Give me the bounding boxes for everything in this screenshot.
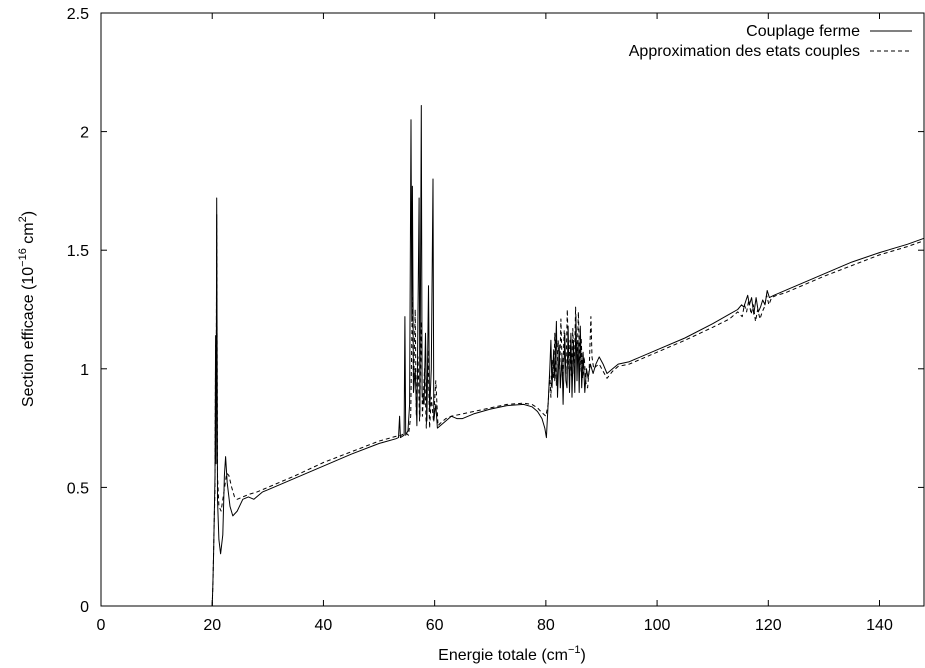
y-tick-label: 2.5 <box>67 6 89 23</box>
y-tick-label: 1 <box>80 362 89 379</box>
y-tick-label: 0 <box>80 599 89 616</box>
y-tick-labels: 0 0.5 1 1.5 2 2.5 <box>67 6 89 616</box>
series-line-couplage-ferme <box>211 105 925 607</box>
series-layer <box>211 105 925 607</box>
x-tick-label: 60 <box>426 617 444 634</box>
y-tick-label: 0.5 <box>67 480 89 497</box>
legend: Couplage ferme Approximation des etats c… <box>629 23 912 60</box>
x-axis-title: Energie totale (cm−1) <box>438 644 586 664</box>
y-tick-label: 2 <box>80 125 89 142</box>
plot-frame <box>100 12 925 607</box>
x-tick-label: 140 <box>866 617 893 634</box>
series-line-approximation <box>211 214 925 607</box>
y-tick-label: 1.5 <box>67 243 89 260</box>
legend-label-approximation: Approximation des etats couples <box>629 43 860 60</box>
legend-label-couplage-ferme: Couplage ferme <box>746 23 860 40</box>
x-tick-label: 100 <box>644 617 671 634</box>
x-tick-label: 40 <box>315 617 333 634</box>
x-tick-label: 120 <box>755 617 782 634</box>
x-tick-label: 0 <box>97 617 106 634</box>
x-tick-labels: 0 20 40 60 80 100 120 140 <box>97 617 893 634</box>
axis-ticks <box>100 12 924 607</box>
y-axis-title: Section efficace (10−16 cm2) <box>17 211 37 407</box>
x-tick-label: 20 <box>203 617 221 634</box>
x-tick-label: 80 <box>537 617 555 634</box>
